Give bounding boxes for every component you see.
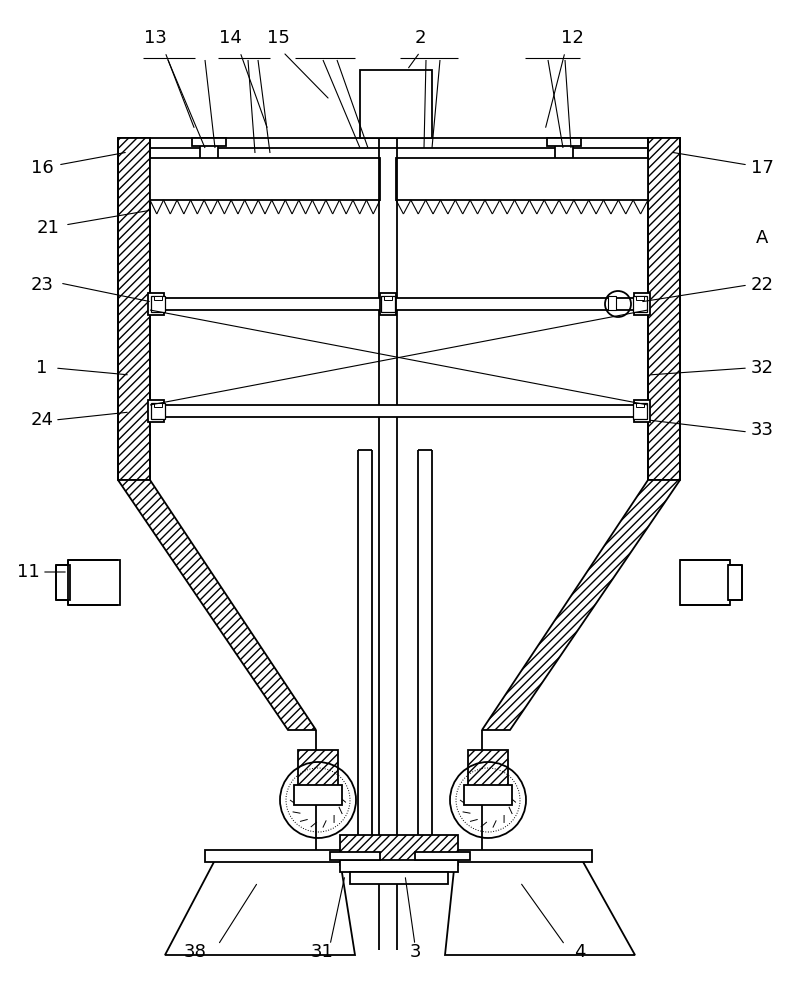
Bar [633,296,647,312]
Bar [148,293,164,315]
Bar [384,296,392,300]
Text: 1: 1 [36,359,48,377]
Text: 16: 16 [31,159,53,177]
Text: 12: 12 [561,29,583,47]
Bar [634,293,650,315]
Text: 3: 3 [409,943,421,961]
Bar [555,138,573,188]
Polygon shape [482,480,680,730]
Text: 15: 15 [266,29,290,47]
Bar [633,403,647,419]
Text: 11: 11 [17,563,40,581]
Bar [680,560,730,605]
Bar [648,138,680,480]
Bar [154,403,162,407]
Bar [148,400,164,422]
Text: 4: 4 [574,943,586,961]
Bar [150,158,380,200]
Polygon shape [165,860,355,955]
Text: 24: 24 [31,411,53,429]
Text: 14: 14 [218,29,241,47]
Bar [445,850,592,862]
Bar [415,852,470,860]
Bar [728,565,742,600]
Text: 17: 17 [751,159,773,177]
Bar [118,138,680,148]
Bar [330,852,380,860]
Bar [298,750,338,800]
Text: 31: 31 [311,943,333,961]
Bar [634,400,650,422]
Bar [468,750,508,800]
Bar [56,565,70,600]
Bar [154,296,162,300]
Bar [150,298,648,310]
Text: 32: 32 [751,359,773,377]
Bar [636,296,644,300]
Text: 23: 23 [31,276,53,294]
Text: 22: 22 [751,276,773,294]
Bar [205,850,350,862]
Bar [200,138,218,188]
Bar [381,296,395,312]
Bar [547,138,581,146]
Bar [192,138,226,146]
Bar [380,293,396,315]
Bar [464,785,512,805]
Bar [340,860,458,872]
Bar [150,405,648,417]
Text: 21: 21 [36,219,59,237]
Bar [360,70,432,138]
Text: A: A [756,229,769,247]
Polygon shape [445,860,635,955]
Bar [396,158,648,200]
Text: 38: 38 [184,943,206,961]
Bar [151,296,165,312]
Bar [118,138,150,480]
Polygon shape [118,480,316,730]
Bar [636,403,644,407]
Bar [294,785,342,805]
Text: 2: 2 [414,29,426,47]
Bar [151,403,165,419]
Text: 13: 13 [143,29,167,47]
Text: 33: 33 [751,421,773,439]
Bar [68,560,120,605]
Bar [350,872,448,884]
Bar [340,835,458,865]
Bar [608,296,616,310]
